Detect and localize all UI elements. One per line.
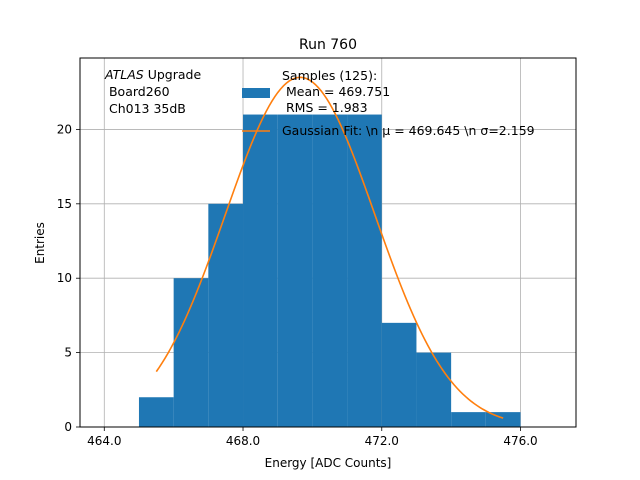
chart-title: Run 760 bbox=[299, 37, 357, 53]
annotation-line-2: Board260 bbox=[105, 84, 170, 99]
histogram-bars bbox=[138, 114, 521, 428]
histogram-bar-8 bbox=[416, 352, 452, 427]
y-tick-label-2: 10 bbox=[57, 271, 72, 285]
x-tick-label-3: 476.0 bbox=[503, 434, 537, 448]
legend-samples-line-1: Samples (125): bbox=[282, 68, 377, 83]
histogram-bar-4 bbox=[277, 114, 313, 428]
x-tick-label-2: 472.0 bbox=[365, 434, 399, 448]
plot-frame bbox=[79, 57, 577, 428]
y-tick-label-0: 0 bbox=[64, 420, 72, 434]
y-axis-label: Entries bbox=[33, 222, 47, 264]
histogram-bar-7 bbox=[381, 322, 417, 427]
legend-samples-line-3: RMS = 1.983 bbox=[282, 100, 368, 115]
legend: Samples (125): Mean = 469.751 RMS = 1.98… bbox=[242, 68, 535, 138]
legend-patch-samples bbox=[242, 88, 270, 98]
histogram-bar-10 bbox=[485, 412, 521, 427]
legend-fit-label: Gaussian Fit: \n μ = 469.645 \n σ=2.159 bbox=[282, 123, 535, 138]
atlas-annotation: ATLAS Upgrade Board260 Ch013 35dB bbox=[104, 67, 201, 116]
histogram-bar-9 bbox=[451, 412, 486, 427]
annotation-line-3: Ch013 35dB bbox=[105, 101, 186, 116]
y-tick-label-4: 20 bbox=[57, 122, 72, 136]
x-axis-label: Energy [ADC Counts] bbox=[265, 456, 392, 470]
x-tick-label-0: 464.0 bbox=[87, 434, 121, 448]
y-tick-label-1: 5 bbox=[64, 346, 72, 360]
x-tick-label-1: 468.0 bbox=[226, 434, 260, 448]
histogram-bar-3 bbox=[243, 114, 278, 428]
histogram-bar-1 bbox=[173, 278, 209, 427]
atlas-italic: ATLAS bbox=[104, 67, 144, 82]
legend-samples-line-2: Mean = 469.751 bbox=[282, 84, 390, 99]
axis-ticks: 464.0 468.0 472.0 476.0 0 5 10 15 20 bbox=[57, 122, 538, 448]
annotation-upgrade: Upgrade bbox=[144, 67, 202, 82]
histogram-bar-5 bbox=[312, 114, 348, 428]
histogram-bar-6 bbox=[347, 114, 382, 428]
gaussian-fit-line bbox=[155, 76, 504, 419]
histogram-bar-2 bbox=[208, 203, 244, 427]
y-tick-label-3: 15 bbox=[57, 197, 72, 211]
histogram-bar-0 bbox=[138, 397, 174, 427]
annotation-line-1: ATLAS Upgrade bbox=[104, 67, 201, 82]
